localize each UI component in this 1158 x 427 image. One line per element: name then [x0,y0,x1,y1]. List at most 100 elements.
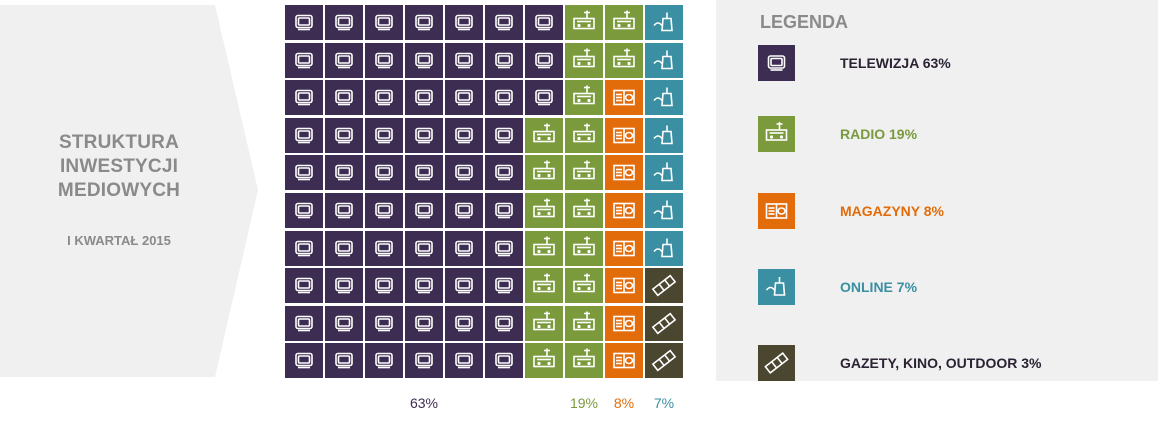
mouse-icon [765,277,786,296]
waffle-cell-tv [445,155,483,191]
mouse-icon [653,238,673,257]
legend-label: MAGAZYNY 8% [840,203,944,219]
tv-icon [335,202,353,219]
tv-icon [335,89,353,106]
waffle-cell-tv [445,193,483,228]
tv-icon [535,52,553,68]
waffle-cell-tv [285,42,323,78]
waffle-cell-online [645,117,683,153]
title-line: STRUKTURA [58,132,179,153]
magazine-icon [613,353,635,369]
tv-icon [375,89,393,106]
legend-swatch [758,269,795,305]
tv-icon [455,165,473,181]
tv-icon [455,315,473,332]
waffle-cell-online [645,230,683,266]
waffle-cell-radio [565,230,603,266]
waffle-cell-tv [285,5,323,40]
tv-icon [495,52,513,68]
film-icon [651,349,677,372]
waffle-cell-tv [285,268,323,304]
legend-label: RADIO 19% [840,126,918,142]
tv-icon [455,127,473,144]
waffle-cell-tv [325,268,363,304]
waffle-cell-tv [365,268,403,304]
legend-item-radio: RADIO 19% [758,116,1148,152]
waffle-cell-radio [525,343,563,379]
radio-icon [533,273,555,293]
legend-label: ONLINE 7% [840,279,918,295]
radio-icon [573,85,595,105]
tv-icon [415,315,433,332]
waffle-cell-radio [525,155,563,191]
waffle-cell-tv [365,117,403,153]
tv-icon [415,165,433,181]
tv-icon [295,127,313,144]
chart-title: STRUKTURA INWESTYCJI MEDIOWYCH [10,131,228,203]
tv-icon [335,14,353,31]
arrow-background [0,5,258,377]
waffle-cell-tv [405,80,443,116]
waffle-cell-radio [605,42,643,78]
waffle-cell-tv [365,80,403,116]
waffle-cell-online [645,5,683,40]
legend-item-magazines: MAGAZYNY 8% [758,193,1148,229]
radio-icon [533,311,555,331]
chart-subtitle: I KWARTAŁ 2015 [67,233,171,248]
waffle-cell-radio [525,117,563,153]
waffle-cell-tv [525,5,563,40]
magazine-icon [613,89,635,106]
waffle-cell-tv [285,155,323,191]
film-icon [651,274,677,297]
tv-icon [335,52,353,68]
mouse-icon [653,125,673,145]
waffle-cell-radio [525,193,563,228]
tv-icon [495,14,513,31]
waffle-cell-tv [285,230,323,266]
tv-icon [375,240,393,256]
tv-icon [295,315,313,332]
waffle-cell-tv [325,193,363,228]
radio-icon [573,348,595,368]
waffle-cell-radio [565,343,603,379]
waffle-cell-tv [405,42,443,78]
tv-icon [495,353,513,369]
waffle-cell-tv [445,343,483,379]
tv-icon [415,52,433,68]
waffle-cell-magazines [605,80,643,116]
waffle-cell-tv [285,117,323,153]
tv-icon [455,14,473,31]
tv-icon [295,353,313,369]
radio-icon [573,236,595,255]
percent-label-online: 7% [653,395,675,411]
legend-title: LEGENDA [760,12,849,32]
waffle-cell-radio [565,5,603,40]
magazine-icon [765,203,788,219]
waffle-cell-tv [365,155,403,191]
title-line: MEDIOWYCH [57,180,181,201]
mouse-icon [653,50,673,69]
title-line: INWESTYCJI [59,156,179,177]
waffle-cell-radio [525,305,563,341]
radio-icon [573,273,595,293]
waffle-cell-tv [445,305,483,341]
waffle-cell-tv [365,42,403,78]
radio-icon [573,10,595,30]
magazine-icon [613,315,635,332]
tv-icon [375,165,393,181]
tv-icon [495,165,513,181]
tv-icon [375,14,393,31]
tv-icon [335,315,353,332]
waffle-cell-magazines [605,155,643,191]
radio-icon [533,198,555,218]
waffle-cell-magazines [605,230,643,266]
waffle-cell-tv [325,117,363,153]
waffle-cell-radio [565,155,603,191]
tv-icon [375,277,393,294]
percent-label-radio: 19% [569,395,599,411]
tv-icon [495,277,513,294]
tv-icon [455,277,473,294]
waffle-cell-tv [325,343,363,379]
legend-item-tv: TELEWIZJA 63% [758,45,1148,81]
waffle-cell-tv [445,230,483,266]
